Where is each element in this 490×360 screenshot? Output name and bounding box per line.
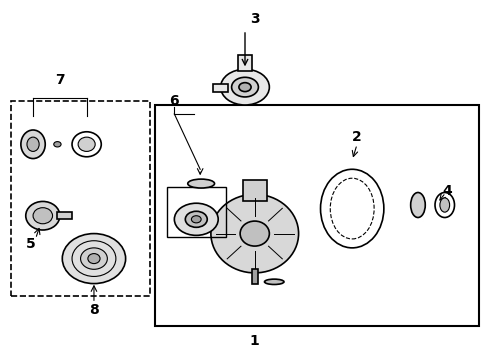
Bar [243, 180, 267, 202]
Ellipse shape [232, 77, 258, 97]
Text: 7: 7 [55, 73, 65, 87]
Ellipse shape [54, 141, 61, 147]
Ellipse shape [188, 179, 215, 188]
Ellipse shape [220, 69, 270, 105]
Bar [252, 269, 258, 284]
Text: 8: 8 [89, 303, 99, 318]
Ellipse shape [411, 193, 425, 217]
Ellipse shape [78, 137, 95, 152]
Bar [11, 102, 150, 296]
Text: 6: 6 [170, 94, 179, 108]
Ellipse shape [192, 216, 201, 223]
Ellipse shape [240, 221, 270, 246]
Ellipse shape [185, 211, 207, 227]
Ellipse shape [211, 194, 298, 273]
Text: 2: 2 [352, 130, 362, 144]
Ellipse shape [26, 202, 60, 230]
Ellipse shape [174, 203, 218, 235]
Text: 5: 5 [26, 237, 35, 251]
Bar [155, 105, 479, 327]
Text: 4: 4 [442, 184, 452, 198]
Bar [167, 187, 225, 237]
Text: 1: 1 [250, 334, 260, 348]
Ellipse shape [33, 208, 52, 224]
Ellipse shape [27, 137, 39, 152]
Ellipse shape [21, 130, 45, 158]
Bar [238, 55, 252, 71]
Ellipse shape [62, 234, 125, 284]
Ellipse shape [265, 279, 284, 284]
Ellipse shape [239, 83, 251, 91]
Text: 3: 3 [250, 12, 260, 26]
Bar [57, 212, 72, 219]
Ellipse shape [440, 198, 450, 212]
Bar [213, 84, 228, 93]
Ellipse shape [80, 248, 107, 269]
Ellipse shape [88, 253, 100, 264]
